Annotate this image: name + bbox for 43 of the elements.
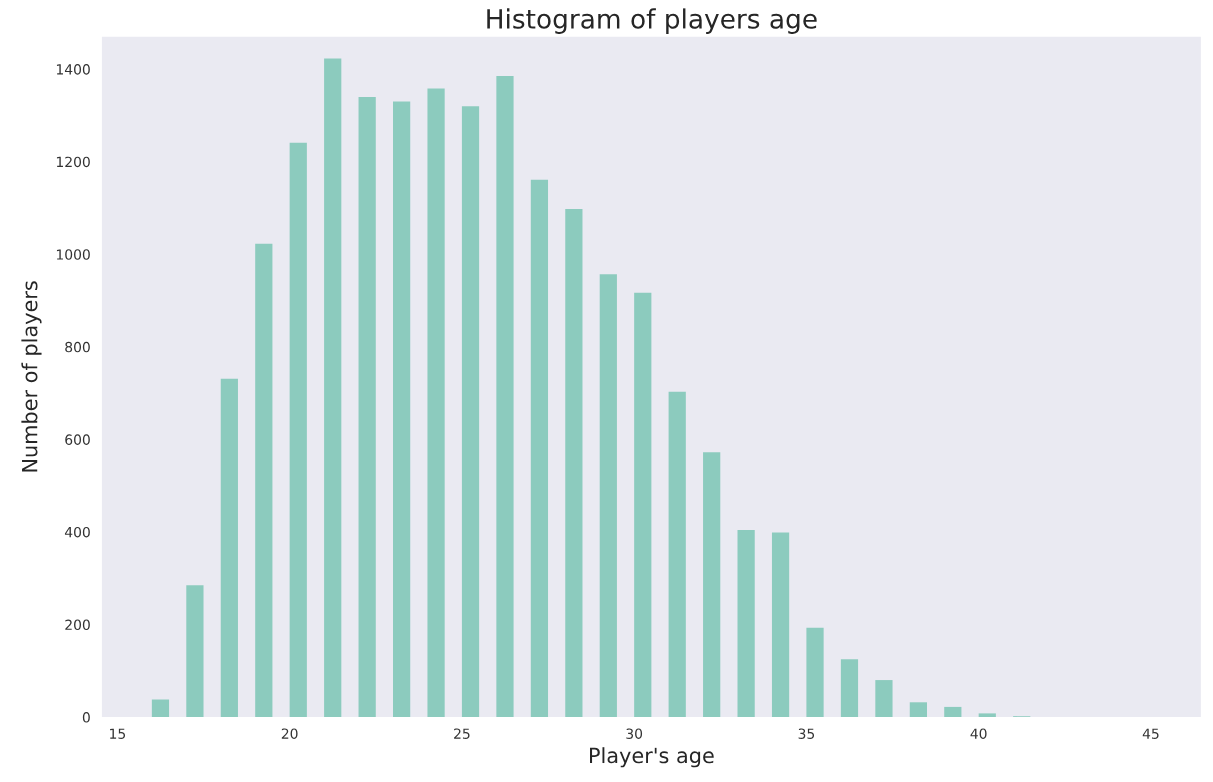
bar — [393, 101, 411, 718]
bar — [220, 378, 238, 718]
y-axis-title: Number of players — [21, 281, 42, 472]
x-tick-label: 30 — [626, 728, 643, 739]
bar — [186, 585, 204, 718]
chart-title: Histogram of players age — [487, 8, 817, 34]
y-tick-label: 1400 — [56, 64, 90, 75]
bar — [599, 274, 617, 718]
x-tick-label: 45 — [1142, 728, 1159, 739]
bar — [944, 706, 962, 718]
bar — [840, 659, 859, 718]
bar — [909, 702, 927, 718]
bar — [875, 680, 893, 718]
bar — [634, 292, 652, 718]
bar — [255, 243, 273, 718]
x-tick-label: 15 — [110, 728, 126, 739]
x-tick-label: 35 — [798, 728, 815, 739]
bar — [806, 627, 824, 718]
bar — [289, 142, 307, 718]
bar — [461, 106, 480, 718]
x-tick-label: 20 — [281, 728, 298, 739]
bar — [703, 452, 721, 718]
bar — [324, 58, 342, 718]
bar — [978, 713, 996, 718]
bar — [427, 88, 445, 718]
y-tick-label: 800 — [65, 341, 90, 353]
bar — [530, 179, 549, 718]
bar — [358, 96, 376, 718]
bar — [737, 530, 755, 718]
y-tick-label: 0 — [82, 712, 90, 723]
bar — [668, 391, 686, 718]
bar — [771, 532, 790, 718]
y-tick-label: 600 — [65, 434, 90, 445]
x-tick-label: 25 — [454, 728, 470, 739]
bar — [565, 208, 583, 718]
x-tick-label: 40 — [970, 728, 987, 739]
bar — [151, 699, 170, 718]
y-tick-label: 400 — [64, 526, 90, 538]
y-tick-label: 200 — [65, 619, 90, 630]
bar — [496, 76, 514, 718]
x-axis-title: Player's age — [590, 747, 714, 768]
y-tick-label: 1000 — [56, 249, 90, 260]
y-tick-label: 1200 — [56, 156, 90, 168]
